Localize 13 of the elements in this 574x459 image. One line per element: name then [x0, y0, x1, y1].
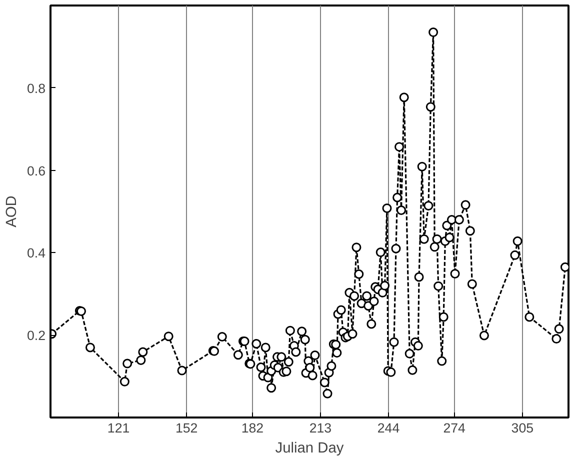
y-tick-label: 0.6: [26, 163, 46, 178]
y-axis-title: AOD: [4, 196, 20, 228]
x-tick-label: 121: [107, 420, 130, 436]
x-tick-label: 305: [511, 420, 534, 436]
x-tick-label: 244: [377, 420, 400, 436]
x-tick-label: 152: [175, 420, 198, 436]
x-axis-title: Julian Day: [275, 440, 344, 456]
x-tick-label: 213: [309, 420, 332, 436]
y-tick-label: 0.8: [26, 80, 46, 96]
x-tick-label: 182: [241, 420, 264, 436]
x-tick-label: 274: [443, 420, 466, 436]
y-tick-label: 0.2: [26, 328, 46, 344]
y-tick-label: 0.4: [26, 246, 46, 261]
